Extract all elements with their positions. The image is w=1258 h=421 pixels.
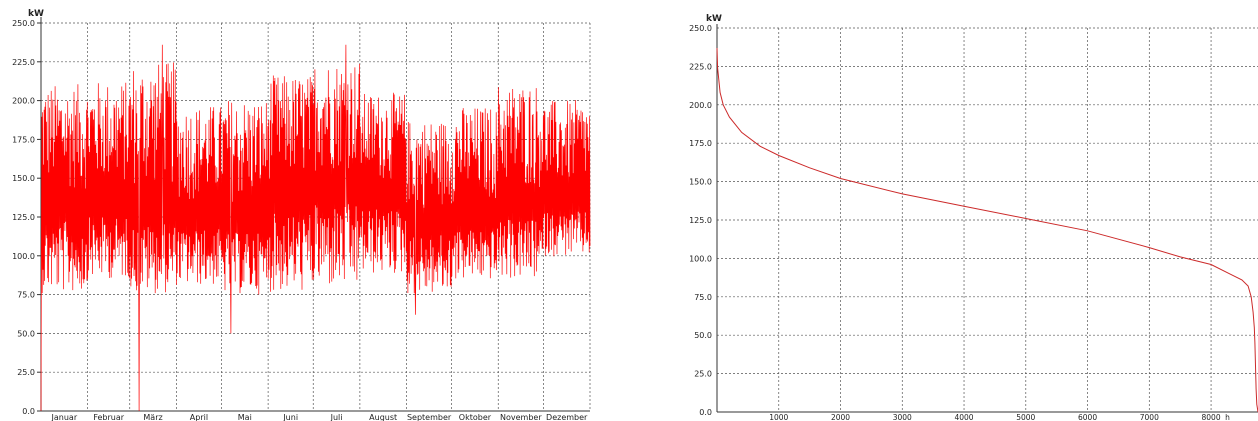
y-tick-label: 25.0 [694, 370, 712, 379]
y-tick-label: 225.0 [689, 62, 712, 71]
y-tick-label: 200.0 [12, 97, 35, 106]
duration-curve-line [716, 47, 1258, 413]
y-tick-label: 0.0 [699, 408, 712, 417]
y-unit-label: kW [706, 14, 722, 24]
y-tick-label: 200.0 [689, 101, 712, 110]
x-tick-label: Februar [93, 413, 124, 421]
x-tick-label: November [500, 413, 542, 421]
x-tick-label: 5000 [1016, 413, 1035, 421]
y-tick-label: 50.0 [17, 329, 35, 338]
y-tick-label: 250.0 [689, 24, 712, 33]
x-unit-label: h [1225, 413, 1230, 421]
y-tick-label: 225.0 [12, 58, 35, 67]
annual-load-profile-chart: kW 0.0 25.0 50.0 75.0 100.0 125.0 150.0 175.0 20… [0, 0, 600, 421]
y-tick-label: 150.0 [689, 178, 712, 187]
load-duration-curve-chart: kW 0.0 25.0 50.0 75.0 100.0 125.0 150.0 175.0 20… [676, 0, 1258, 421]
x-tick-label: 6000 [1078, 413, 1097, 421]
x-tick-label: Oktober [459, 413, 492, 421]
x-tick-label: April [190, 413, 208, 421]
y-tick-label: 100.0 [689, 254, 712, 263]
y-tick-label: 75.0 [694, 293, 712, 302]
x-tick-label: Juli [330, 413, 343, 421]
y-tick-label: 175.0 [12, 135, 35, 144]
x-tick-label: Juni [282, 413, 298, 421]
load-series-line [40, 44, 591, 412]
y-tick-label: 75.0 [17, 291, 35, 300]
y-tick-label: 250.0 [12, 19, 35, 28]
x-tick-label: 3000 [893, 413, 912, 421]
y-tick-label: 150.0 [12, 174, 35, 183]
y-tick-label: 125.0 [12, 213, 35, 222]
x-tick-label: 1000 [769, 413, 788, 421]
x-tick-label: 4000 [954, 413, 973, 421]
x-tick-label: Januar [51, 413, 78, 421]
y-tick-label: 100.0 [12, 252, 35, 261]
y-tick-label: 175.0 [689, 139, 712, 148]
y-tick-label: 25.0 [17, 368, 35, 377]
annual-load-profile-plot: kW 0.0 25.0 50.0 75.0 100.0 125.0 150.0 175.0 20… [12, 9, 591, 421]
y-tick-label: 125.0 [689, 216, 712, 225]
y-tick-label: 50.0 [694, 331, 712, 340]
x-tick-label: 8000 [1202, 413, 1221, 421]
y-tick-label: 0.0 [22, 407, 35, 416]
x-tick-label: 2000 [831, 413, 850, 421]
y-unit-label: kW [28, 9, 44, 19]
x-tick-label: 7000 [1140, 413, 1159, 421]
load-duration-curve-plot: kW 0.0 25.0 50.0 75.0 100.0 125.0 150.0 175.0 20… [689, 14, 1258, 421]
x-tick-label: Mai [238, 413, 252, 421]
x-tick-label: März [143, 413, 162, 421]
x-tick-label: September [407, 413, 452, 421]
x-tick-label: August [369, 413, 397, 421]
x-tick-label: Dezember [546, 413, 588, 421]
